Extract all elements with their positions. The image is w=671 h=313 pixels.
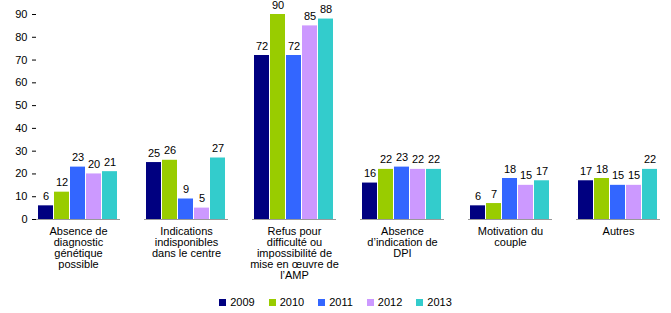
- svg-text:15: 15: [520, 169, 532, 181]
- svg-text:10: 10: [15, 190, 27, 202]
- svg-text:60: 60: [15, 76, 27, 88]
- svg-text:22: 22: [644, 153, 656, 165]
- svg-text:17: 17: [536, 165, 548, 177]
- svg-text:Indicationsindisponiblesdans l: Indicationsindisponiblesdans le centre: [152, 225, 221, 259]
- svg-text:6: 6: [43, 190, 49, 202]
- svg-text:5: 5: [199, 192, 205, 204]
- svg-text:15: 15: [612, 169, 624, 181]
- svg-text:72: 72: [256, 40, 268, 52]
- svg-text:72: 72: [288, 40, 300, 52]
- svg-text:17: 17: [580, 165, 592, 177]
- svg-text:70: 70: [15, 54, 27, 66]
- svg-text:20: 20: [88, 158, 100, 170]
- svg-text:Refus pourdifficulté ouimpossi: Refus pourdifficulté ouimpossibilité dem…: [250, 225, 339, 281]
- html-text:2013: 2013: [427, 296, 452, 308]
- svg-text:16: 16: [364, 167, 376, 179]
- svg-text:22: 22: [380, 153, 392, 165]
- svg-text:22: 22: [412, 153, 424, 165]
- svg-text:21: 21: [104, 156, 116, 168]
- svg-text:Motivation ducouple: Motivation ducouple: [478, 225, 543, 248]
- html-text:2011: 2011: [329, 296, 353, 308]
- svg-text:Absence dediagnosticgénétiquep: Absence dediagnosticgénétiquepossible: [49, 225, 107, 270]
- svg-text:80: 80: [15, 31, 27, 43]
- svg-text:85: 85: [304, 10, 316, 22]
- svg-text:15: 15: [628, 169, 640, 181]
- svg-text:27: 27: [212, 142, 224, 154]
- svg-text:18: 18: [596, 163, 608, 175]
- svg-text:7: 7: [491, 188, 497, 200]
- svg-text:20: 20: [15, 167, 27, 179]
- svg-text:9: 9: [183, 183, 189, 195]
- svg-text:25: 25: [148, 147, 160, 159]
- svg-text:18: 18: [504, 163, 516, 175]
- svg-text:Autres: Autres: [603, 225, 635, 237]
- svg-text:40: 40: [15, 122, 27, 134]
- svg-text:6: 6: [475, 190, 481, 202]
- html-text:2010: 2010: [279, 296, 305, 308]
- svg-text:88: 88: [320, 3, 332, 15]
- svg-text:23: 23: [396, 151, 408, 163]
- svg-text:90: 90: [15, 8, 27, 20]
- svg-text:Absenced’indication deDPI: Absenced’indication deDPI: [367, 225, 437, 259]
- svg-text:23: 23: [72, 151, 84, 163]
- svg-text:0: 0: [21, 213, 27, 225]
- html-text:2009: 2009: [230, 296, 255, 308]
- svg-text:90: 90: [272, 0, 284, 11]
- svg-text:30: 30: [15, 145, 27, 157]
- svg-text:26: 26: [164, 144, 176, 156]
- svg-text:50: 50: [15, 99, 27, 111]
- svg-text:12: 12: [56, 176, 68, 188]
- svg-text:22: 22: [428, 153, 440, 165]
- html-text:2012: 2012: [377, 296, 403, 308]
